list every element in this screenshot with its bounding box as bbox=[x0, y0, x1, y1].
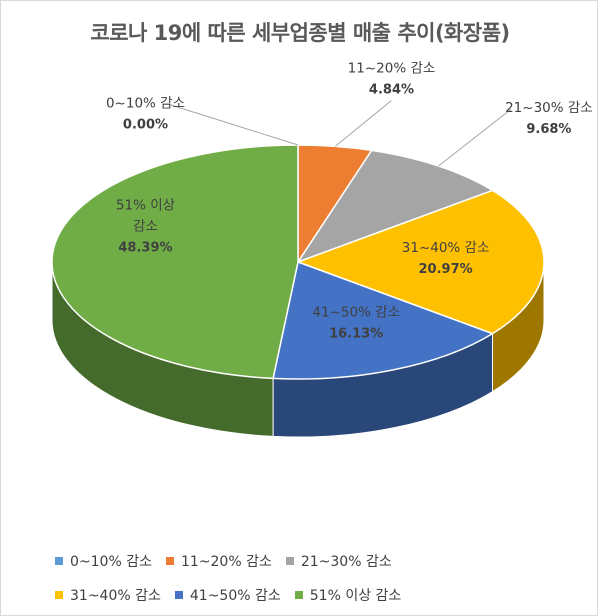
leader-lines bbox=[163, 100, 512, 167]
leader-line-0-10pct-감소 bbox=[163, 104, 299, 146]
data-label-category-51pct-이상-감소: 51% 이상 bbox=[116, 197, 175, 213]
legend-item-41-50pct-감소: 41~50% 감소 bbox=[174, 585, 281, 605]
data-label-value-31-40pct-감소: 20.97% bbox=[419, 262, 473, 277]
pie-slice-41-50pct-감소 bbox=[272, 260, 495, 380]
legend-label: 21~30% 감소 bbox=[300, 554, 392, 570]
data-label-category-51pct-이상-감소: 감소 bbox=[133, 218, 158, 234]
legend-swatch bbox=[174, 591, 183, 599]
legend-label: 31~40% 감소 bbox=[70, 588, 161, 604]
data-label-value-41-50pct-감소: 16.13% bbox=[329, 327, 383, 342]
data-label-category-41-50pct-감소: 41~50% 감소 bbox=[312, 305, 400, 321]
chart-title: 코로나 19에 따른 세부업종별 매출 추이(화장품) bbox=[90, 21, 510, 45]
legend-label: 0~10% 감소 bbox=[70, 554, 152, 570]
legend-item-21-30pct-감소: 21~30% 감소 bbox=[285, 551, 392, 571]
legend-row: 31~40% 감소 41~50% 감소 51% 이상 감소 bbox=[55, 578, 555, 612]
leader-line-11-20pct-감소 bbox=[334, 100, 392, 147]
legend-label: 11~20% 감소 bbox=[180, 554, 272, 570]
data-labels: 0~10% 감소 0.00% 11~20% 감소 4.84% 21~30% 감소 9.68… bbox=[106, 60, 593, 341]
legend-item-51pct-이상-감소: 51% 이상 감소 bbox=[294, 585, 402, 605]
legend-label: 51% 이상 감소 bbox=[309, 588, 402, 604]
legend: 0~10% 감소 11~20% 감소 21~30% 감소 31~40% 감소 41~50… bbox=[55, 544, 555, 612]
legend-item-11-20pct-감소: 11~20% 감소 bbox=[165, 551, 272, 571]
leader-line-21-30pct-감소 bbox=[438, 108, 512, 167]
legend-swatch bbox=[294, 591, 303, 599]
legend-swatch bbox=[285, 557, 294, 565]
data-label-category-21-30pct-감소: 21~30% 감소 bbox=[505, 100, 593, 116]
legend-item-31-40pct-감소: 31~40% 감소 bbox=[55, 585, 161, 605]
legend-swatch bbox=[55, 557, 63, 565]
legend-label: 41~50% 감소 bbox=[189, 588, 281, 604]
pie-slice-31-40pct-감소 bbox=[295, 189, 545, 335]
pie-slices bbox=[51, 144, 545, 380]
data-label-value-51pct-이상-감소: 48.39% bbox=[118, 240, 172, 255]
legend-swatch bbox=[55, 591, 63, 599]
data-label-category-11-20pct-감소: 11~20% 감소 bbox=[348, 60, 436, 76]
data-label-value-11-20pct-감소: 4.84% bbox=[369, 82, 414, 97]
legend-item-0-10pct-감소: 0~10% 감소 bbox=[55, 551, 152, 571]
data-label-category-31-40pct-감소: 31~40% 감소 bbox=[402, 240, 490, 256]
data-label-category-0-10pct-감소: 0~10% 감소 bbox=[106, 96, 185, 112]
pie-sides bbox=[51, 261, 545, 438]
legend-swatch bbox=[165, 557, 174, 565]
data-label-value-0-10pct-감소: 0.00% bbox=[123, 118, 168, 133]
legend-row: 0~10% 감소 11~20% 감소 21~30% 감소 bbox=[55, 544, 555, 578]
pie-slice-51pct-이상-감소 bbox=[51, 144, 299, 380]
data-label-value-21-30pct-감소: 9.68% bbox=[526, 122, 571, 137]
